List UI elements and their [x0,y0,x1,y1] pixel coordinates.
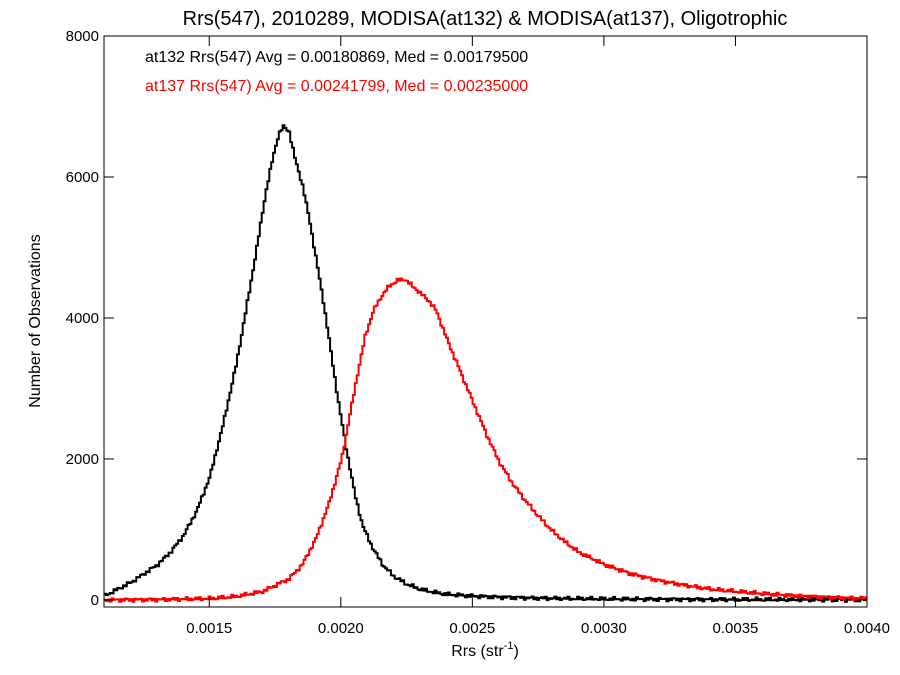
series-line-at137 [104,277,867,603]
x-tick-label: 0.0020 [318,620,364,637]
y-tick-label: 2000 [66,451,99,468]
y-tick-label: 4000 [66,310,99,327]
x-axis-label-main: Rrs (str [451,643,504,660]
x-tick-label: 0.0025 [449,620,495,637]
x-tick-label: 0.0030 [581,620,627,637]
y-tick-label: 0 [91,592,99,609]
plot-frame [103,35,868,608]
legend-entry-at132: at132 Rrs(547) Avg = 0.00180869, Med = 0… [145,49,528,66]
chart-title: Rrs(547), 2010289, MODISA(at132) & MODIS… [183,8,788,30]
y-axis-label: Number of Observations [27,234,44,407]
x-axis-label-close: ) [513,643,518,660]
x-tick-label: 0.0015 [186,620,232,637]
y-tick-label: 8000 [66,28,99,45]
y-tick-label: 6000 [66,169,99,186]
x-axis-label: Rrs (str-1) [451,640,519,660]
x-tick-label: 0.0035 [713,620,759,637]
series-layer [104,124,867,603]
x-tick-label: 0.0040 [844,620,890,637]
series-line-at132 [104,124,867,603]
legend-entry-at137: at137 Rrs(547) Avg = 0.00241799, Med = 0… [145,78,528,95]
axis-layer: 0.0015 0.0020 0.0025 0.0030 0.0035 0.0040 0 200… [66,28,890,637]
x-axis-label-superscript: -1 [504,640,514,652]
